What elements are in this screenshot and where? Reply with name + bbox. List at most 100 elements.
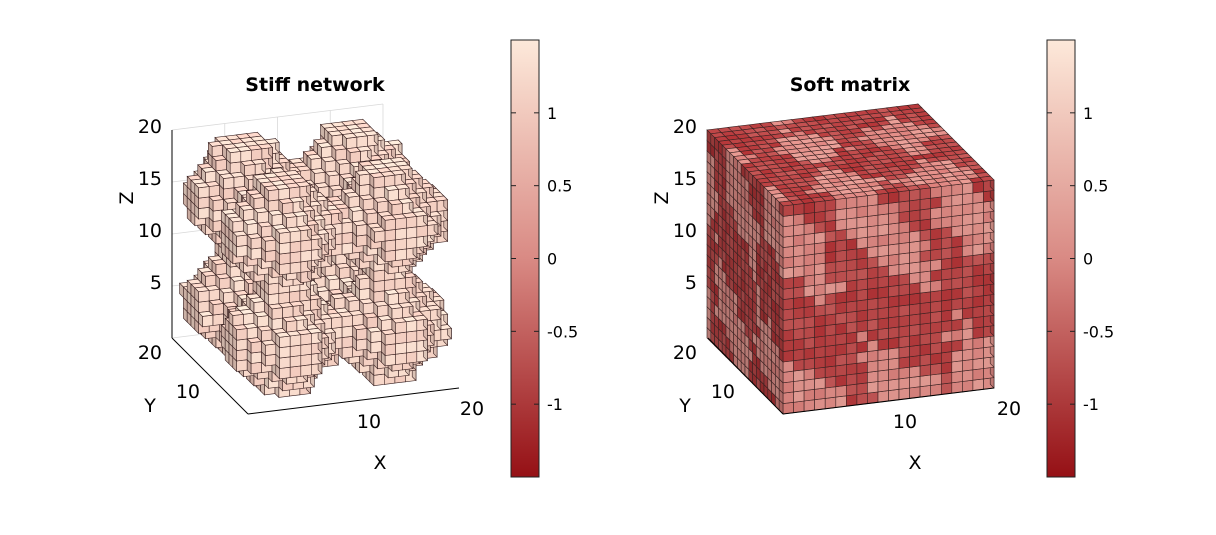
voxel-face (962, 379, 974, 393)
voxel-face (845, 331, 858, 345)
voxel-face (803, 399, 815, 412)
voxel-face (289, 186, 301, 199)
voxel-face (286, 320, 298, 333)
voxel-face (289, 290, 301, 303)
voxel-face (814, 346, 826, 359)
voxel-face (803, 295, 815, 308)
voxel-face (341, 242, 354, 255)
voxel-face (793, 338, 805, 351)
voxel-face (198, 290, 210, 303)
voxel-face (845, 248, 858, 261)
voxel-face (279, 242, 291, 255)
voxel-face (845, 321, 858, 334)
voxel-face (909, 334, 921, 347)
voxel-face (236, 359, 248, 372)
y-ticks: 20 10 (138, 342, 200, 403)
voxel-face (814, 283, 826, 297)
voxel-face (962, 286, 974, 299)
voxel-face (898, 325, 910, 338)
x-tick-label: 10 (357, 411, 381, 433)
voxel-face (888, 305, 900, 319)
voxel-face (951, 287, 963, 300)
voxel-face (223, 302, 228, 319)
voxel-face (233, 175, 245, 189)
voxel-face (888, 316, 900, 329)
voxel-face (940, 236, 953, 250)
voxel-face (373, 280, 385, 293)
voxel-face (803, 347, 815, 360)
voxel-face (267, 199, 280, 212)
voxel-face (845, 290, 858, 303)
voxel-face (250, 361, 262, 375)
voxel-face (300, 353, 312, 367)
voxel-face (824, 344, 837, 358)
voxel-face (387, 292, 399, 306)
voxel-face (300, 343, 312, 356)
voxel-face (232, 220, 244, 233)
voxel-face (940, 299, 953, 312)
voxel-face (208, 288, 220, 302)
voxel-face (215, 262, 227, 276)
voxel-face (793, 327, 805, 341)
voxel-face (803, 264, 815, 277)
voxel-face (972, 368, 984, 381)
voxel-face (331, 145, 337, 162)
voxel-face (267, 293, 280, 306)
voxel-face (405, 340, 418, 354)
voxel-face (208, 196, 214, 212)
voxel-face (845, 258, 858, 272)
voxel-face (803, 388, 815, 402)
voxel-face (835, 353, 847, 367)
voxel-face (395, 227, 407, 241)
voxel-face (930, 217, 942, 230)
voxel-face (289, 240, 302, 254)
voxel-face (782, 297, 794, 311)
voxel-face (359, 173, 371, 186)
panel-stiff-network: Stiff network 20 15 10 5 Z 20 10 Y 10 20… (116, 39, 578, 478)
voxel-face (962, 244, 974, 258)
voxel-face (803, 284, 815, 298)
voxel-face (930, 269, 942, 282)
voxel-face (845, 394, 858, 407)
voxel-face (845, 342, 858, 355)
voxel-face (909, 386, 921, 399)
voxel-face (395, 321, 407, 334)
voxel-face (289, 365, 302, 378)
voxel-face (803, 378, 815, 391)
voxel-face (279, 335, 291, 349)
voxel-face (359, 183, 371, 197)
voxel-face (867, 318, 879, 332)
voxel-face (856, 361, 868, 375)
voxel-face (279, 356, 291, 369)
voxel-face (341, 325, 354, 338)
voxel-face (793, 348, 805, 362)
voxel-face (930, 300, 942, 313)
voxel-face (257, 143, 274, 150)
voxel-face (962, 317, 974, 330)
voxel-face (824, 219, 837, 233)
voxel-face (202, 314, 214, 328)
voxel-face (824, 323, 837, 337)
voxel-face (909, 375, 921, 389)
voxel-face (359, 287, 371, 301)
voxel-face (327, 131, 333, 148)
voxel-face (835, 218, 847, 232)
z-tick-label: 10 (138, 220, 162, 242)
voxel-face (232, 325, 237, 341)
voxel-face (356, 338, 368, 351)
voxel-face (940, 205, 953, 219)
voxel-face (972, 295, 984, 308)
voxel-face (867, 391, 879, 404)
voxel-face (352, 313, 364, 327)
voxel-face (782, 349, 794, 363)
voxel-face (814, 325, 826, 338)
voxel-face (867, 349, 879, 363)
voxel-face (856, 372, 868, 385)
voxel-face (940, 382, 953, 395)
voxel-face (898, 221, 910, 234)
colorbar-tick-label: 0 (547, 250, 557, 269)
voxel-face (356, 145, 372, 152)
colorbar-tick-label: -0.5 (547, 322, 578, 341)
voxel-face (867, 360, 879, 373)
voxel-face (289, 334, 302, 347)
